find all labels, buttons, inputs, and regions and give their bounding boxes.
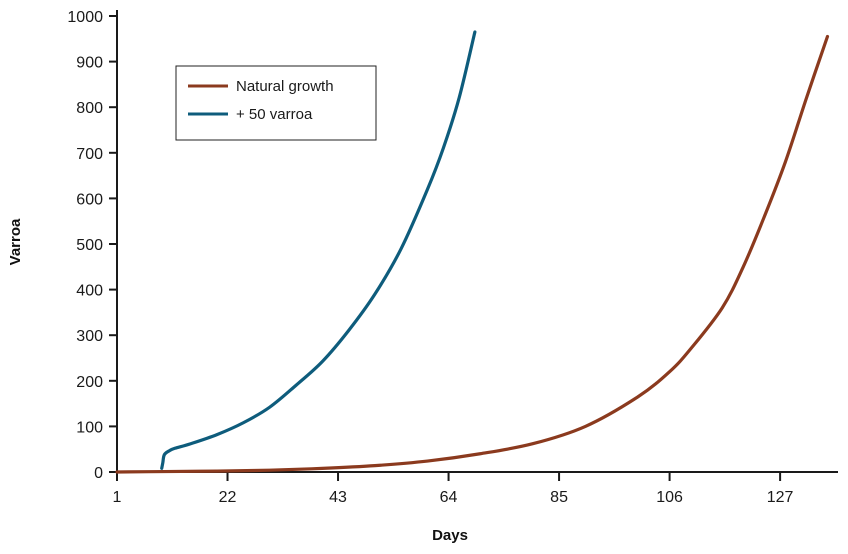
series-layer [115, 30, 830, 474]
y-tick-label: 700 [76, 146, 103, 163]
x-tick-label: 85 [550, 489, 568, 506]
y-ticks: 0 100 200 300 400 500 600 700 800 900 1000 [67, 9, 117, 482]
x-tick-label: 43 [329, 489, 347, 506]
y-axis-title: Varroa [7, 218, 24, 265]
series-line-plus-50-varroa [160, 30, 477, 470]
x-axis-title: Days [432, 527, 468, 544]
series-line-natural-growth [115, 34, 830, 474]
y-tick-label: 1000 [67, 9, 103, 26]
x-tick-label: 64 [440, 489, 458, 506]
legend-box [175, 65, 377, 141]
y-tick-label: 300 [76, 328, 103, 345]
x-tick-label: 22 [219, 489, 237, 506]
y-tick-label: 100 [76, 419, 103, 436]
y-tick-label: 600 [76, 191, 103, 208]
legend: Natural growth + 50 varroa [175, 65, 377, 141]
y-tick-label: 900 [76, 55, 103, 72]
y-tick-label: 500 [76, 237, 103, 254]
plot-area: 0 100 200 300 400 500 600 700 800 900 1000 1 22 43 64… [67, 9, 838, 506]
legend-label-natural-growth: Natural growth [236, 78, 334, 95]
x-tick-label: 106 [656, 489, 683, 506]
y-tick-label: 200 [76, 374, 103, 391]
x-tick-label: 127 [767, 489, 794, 506]
y-tick-label: 400 [76, 283, 103, 300]
legend-label-plus-50-varroa: + 50 varroa [236, 106, 313, 123]
y-tick-label: 800 [76, 100, 103, 117]
x-ticks: 1 22 43 64 85 106 127 [113, 472, 794, 506]
y-tick-label: 0 [94, 465, 103, 482]
x-tick-label: 1 [113, 489, 122, 506]
